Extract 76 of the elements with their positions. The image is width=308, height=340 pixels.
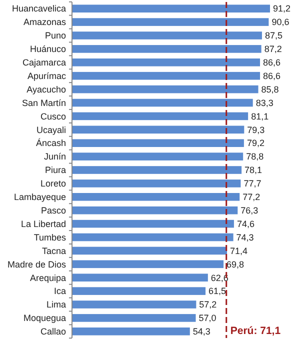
bar xyxy=(72,206,238,214)
bar xyxy=(72,139,244,147)
bar xyxy=(72,126,244,134)
bar xyxy=(72,112,248,120)
bar xyxy=(72,220,234,228)
bar xyxy=(72,274,208,282)
y-tick-label: Junín xyxy=(44,152,66,162)
data-label: 57,0 xyxy=(198,313,216,324)
data-label: 86,6 xyxy=(263,70,281,81)
y-tick-label: Lambayeque xyxy=(14,192,66,202)
data-label: 85,8 xyxy=(261,84,279,94)
bar xyxy=(72,233,234,242)
bar xyxy=(72,58,260,66)
y-tick-label: Amazonas xyxy=(23,17,66,28)
y-tick-label: Moquegua xyxy=(23,313,66,324)
data-label: 71,4 xyxy=(230,246,248,256)
y-tick-label: Pasco xyxy=(40,206,66,216)
data-label: 78,1 xyxy=(244,165,262,176)
y-tick-label: Huancavelica xyxy=(12,4,66,14)
y-tick-label: Arequipa xyxy=(30,272,66,283)
bar xyxy=(72,85,258,94)
data-label: 79,3 xyxy=(247,124,265,135)
bar xyxy=(72,287,206,295)
data-label: 86,6 xyxy=(263,58,281,68)
data-label: 81,1 xyxy=(251,111,269,122)
data-label: 90,6 xyxy=(272,17,290,28)
data-label: 83,3 xyxy=(256,98,274,108)
bar xyxy=(72,45,262,53)
y-tick-label: Loreto xyxy=(40,178,66,189)
y-tick-label: Piura xyxy=(44,165,66,176)
bar xyxy=(72,314,196,322)
bar xyxy=(72,193,240,201)
bar xyxy=(72,32,262,40)
y-tick-label: Ica xyxy=(54,286,66,296)
bar xyxy=(72,98,253,107)
data-label: 79,2 xyxy=(246,138,264,148)
bar xyxy=(72,328,190,336)
bar xyxy=(72,152,244,160)
y-tick-label: La Libertad xyxy=(20,218,66,229)
bar xyxy=(72,166,242,174)
data-label: 74,3 xyxy=(236,232,254,242)
bar xyxy=(72,180,241,188)
y-tick-label: Cajamarca xyxy=(22,58,66,68)
y-tick-label: Ucayali xyxy=(36,124,66,135)
data-label: 87,5 xyxy=(264,30,282,41)
y-tick-label: Tumbes xyxy=(34,232,66,242)
data-label: 77,2 xyxy=(242,192,260,202)
y-tick-label: Áncash xyxy=(36,138,66,148)
data-label: 62,6 xyxy=(210,272,228,283)
data-label: 57,2 xyxy=(199,300,217,310)
bar xyxy=(72,260,224,268)
data-label: 69,8 xyxy=(226,259,244,270)
bar xyxy=(72,4,270,12)
data-label: 74,6 xyxy=(236,218,254,229)
y-tick-label: Cusco xyxy=(40,111,66,122)
data-label: 76,3 xyxy=(240,206,258,216)
y-tick-label: Tacna xyxy=(42,246,66,256)
y-tick-label: Huánuco xyxy=(30,44,66,54)
bar xyxy=(72,246,228,255)
bar xyxy=(72,300,196,308)
y-tick-label: San Martín xyxy=(22,98,66,108)
y-tick-label: Puno xyxy=(44,30,66,41)
bar xyxy=(72,72,260,80)
data-label: 77,7 xyxy=(244,178,262,189)
y-tick-label: Callao xyxy=(40,326,66,337)
data-label: 87,2 xyxy=(264,44,282,54)
y-tick-label: Madre de Dios xyxy=(7,259,66,270)
ref-line-label: Perú: 71,1 xyxy=(230,325,281,337)
y-tick-label: Ayacucho xyxy=(26,84,66,94)
y-tick-label: Lima xyxy=(46,300,66,310)
data-label: 61,5 xyxy=(208,286,226,296)
data-label: 78,8 xyxy=(246,152,264,162)
data-label: 54,3 xyxy=(192,326,210,337)
bar xyxy=(72,18,269,26)
data-label: 91,2 xyxy=(273,4,291,14)
y-tick-label: Apurímac xyxy=(27,70,66,81)
